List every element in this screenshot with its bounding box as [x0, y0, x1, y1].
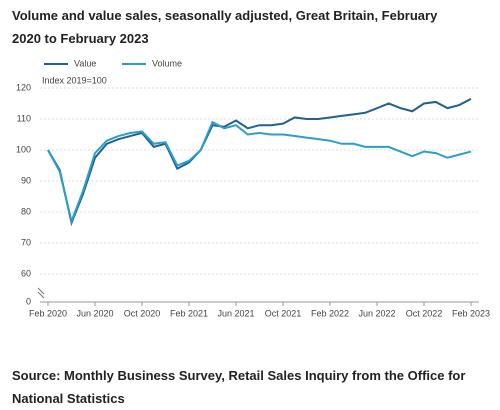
y-tick-label: 70: [21, 237, 31, 247]
x-tick-label: Feb 2020: [29, 308, 67, 318]
x-tick-label: Jun 2022: [358, 308, 395, 318]
axis-break: [37, 287, 45, 295]
y-tick-label: 60: [21, 268, 31, 278]
y-tick-label: 100: [16, 144, 31, 154]
x-tick-label: Oct 2021: [265, 308, 302, 318]
legend-label: Value: [74, 58, 96, 68]
y-tick-label: 110: [17, 113, 31, 123]
x-tick-label: Feb 2023: [452, 308, 490, 318]
x-tick-label: Jun 2021: [217, 308, 254, 318]
x-tick-label: Feb 2021: [170, 308, 208, 318]
line: [47, 120, 472, 225]
x-tick-label: Oct 2022: [406, 308, 443, 318]
axis-break: [37, 291, 45, 299]
y-tick-label: 120: [16, 82, 31, 92]
x-tick-label: Jun 2020: [76, 308, 113, 318]
y-tick-label: 80: [21, 206, 31, 216]
x-tick-label: Feb 2022: [311, 308, 349, 318]
y-axis-label: Index 2019=100: [42, 75, 107, 85]
source: Source: Monthly Business Survey, Retail …: [12, 368, 466, 406]
line: [47, 97, 472, 227]
chart-title: Volume and value sales, seasonally adjus…: [12, 8, 438, 46]
x-tick-label: Oct 2020: [124, 308, 161, 318]
y-tick-label: 0: [26, 296, 31, 306]
legend-label: Volume: [152, 58, 182, 68]
y-tick-label: 90: [21, 175, 31, 185]
